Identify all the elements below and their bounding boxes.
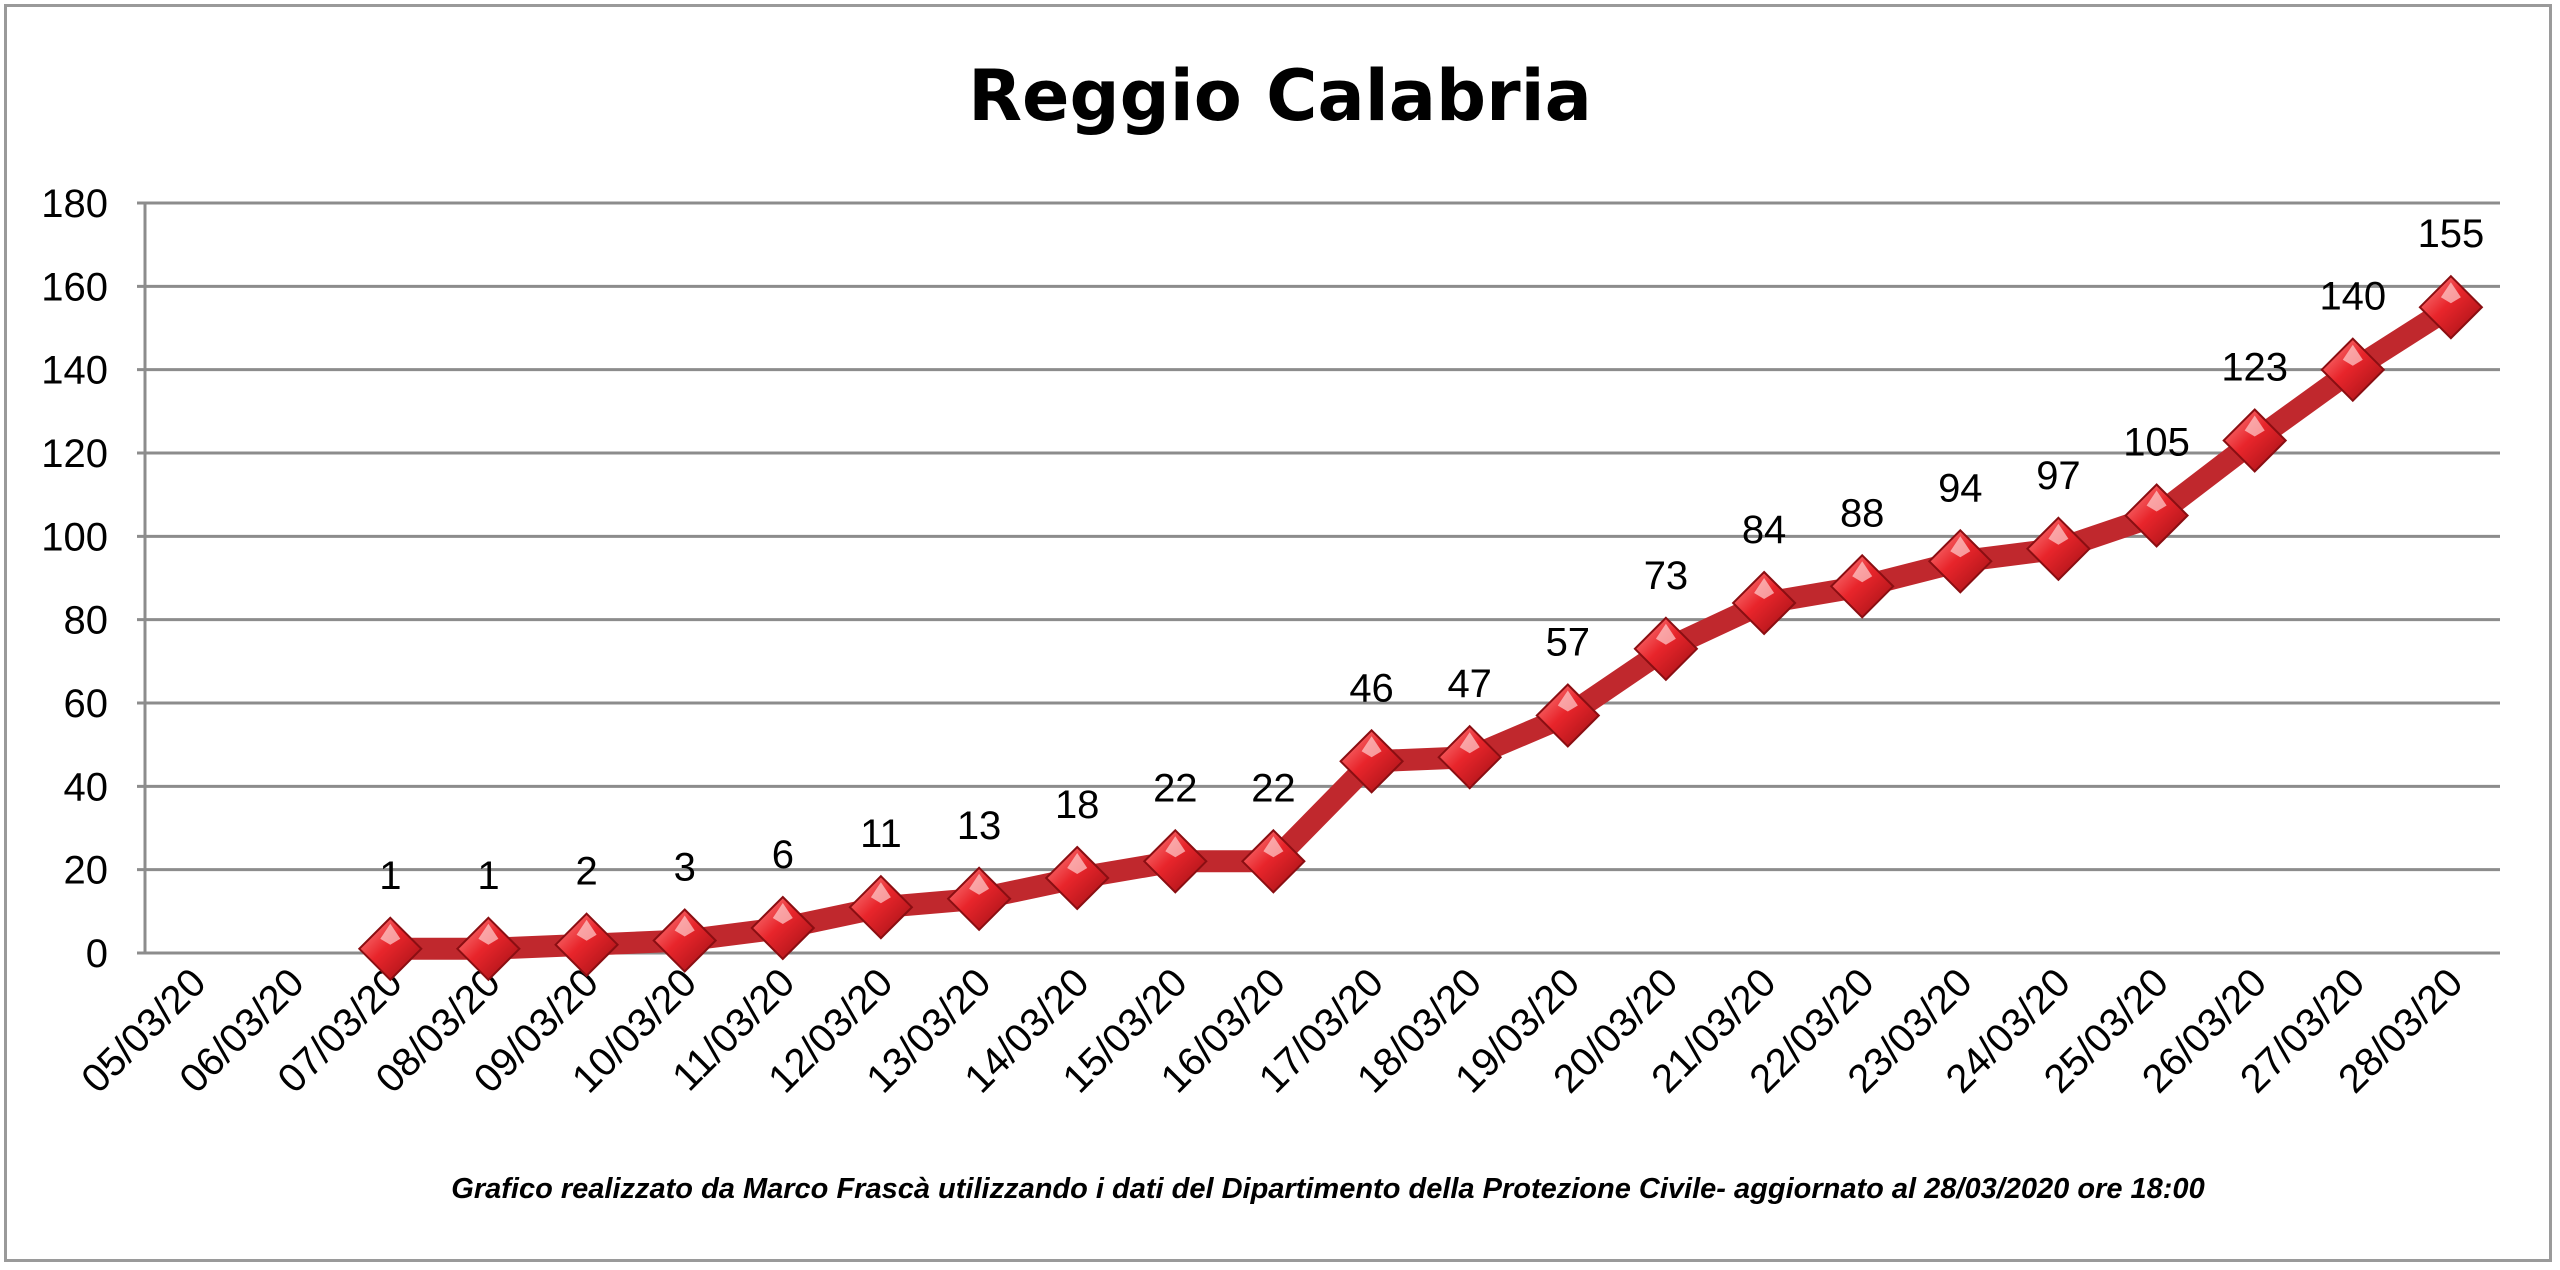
y-tick-label: 140: [41, 349, 108, 393]
data-label: 155: [2418, 212, 2485, 256]
data-label: 22: [1251, 766, 1296, 810]
data-label: 94: [1938, 466, 1983, 510]
data-point-marker: [1240, 828, 1306, 894]
y-tick-label: 160: [41, 265, 108, 309]
data-point-marker: [2025, 516, 2091, 582]
data-label: 97: [2036, 454, 2081, 498]
data-label: 1: [379, 854, 401, 898]
data-point-marker: [1927, 528, 1993, 594]
data-label: 57: [1546, 621, 1591, 665]
data-point-marker: [1339, 728, 1405, 794]
marker-highlight: [2048, 523, 2069, 545]
y-tick-label: 0: [86, 932, 108, 976]
series-line-layer: [379, 296, 2462, 960]
marker-highlight: [1557, 690, 1578, 712]
chart-title: Reggio Calabria: [968, 55, 1592, 137]
marker-highlight: [1361, 736, 1382, 758]
marker-highlight: [969, 873, 990, 895]
data-point-marker: [357, 916, 423, 982]
data-label: 140: [2319, 275, 2386, 319]
data-label: 1: [477, 854, 499, 898]
data-label: 88: [1840, 491, 1885, 535]
markers-layer: [357, 274, 2484, 982]
marker-highlight: [1067, 853, 1088, 874]
data-point-marker: [1142, 828, 1208, 894]
data-label: 2: [575, 850, 597, 894]
chart-frame: [4, 4, 2552, 1262]
data-point-marker: [1731, 570, 1797, 636]
marker-highlight: [2146, 490, 2167, 512]
marker-highlight: [870, 882, 891, 904]
data-label: 18: [1055, 783, 1100, 827]
data-point-marker: [946, 866, 1012, 932]
data-label: 13: [957, 804, 1002, 848]
data-point-marker: [554, 912, 620, 978]
data-point-marker: [1829, 553, 1895, 619]
marker-highlight: [1655, 623, 1676, 645]
marker-highlight: [380, 923, 401, 945]
data-point-marker: [652, 908, 718, 973]
marker-highlight: [576, 919, 597, 941]
data-point-marker: [2418, 274, 2484, 340]
data-point-marker: [455, 916, 521, 982]
data-label: 123: [2221, 346, 2288, 390]
data-point-marker: [2124, 483, 2190, 548]
data-label: 84: [1742, 508, 1787, 552]
data-point-marker: [1437, 724, 1503, 790]
data-point-marker: [2222, 408, 2288, 473]
data-point-marker: [2320, 337, 2386, 403]
x-axis-ticks: 05/03/2006/03/2007/03/2008/03/2009/03/20…: [73, 960, 2471, 1101]
y-tick-label: 80: [64, 599, 109, 643]
data-point-marker: [1044, 845, 1110, 911]
marker-highlight: [674, 915, 695, 937]
y-tick-label: 40: [64, 765, 109, 809]
data-label: 6: [772, 833, 794, 877]
marker-highlight: [2244, 415, 2265, 437]
y-axis-ticks: 0 20 40 60 80 100 120 140 160 180: [41, 182, 108, 976]
chart-footnote: Grafico realizzato da Marco Frascà utili…: [451, 1173, 2204, 1205]
data-point-marker: [848, 874, 914, 940]
data-point-marker: [1535, 683, 1601, 748]
series-line: [379, 296, 2462, 960]
data-label: 11: [860, 812, 902, 856]
y-tick-label: 180: [41, 182, 108, 226]
y-tick-label: 20: [64, 849, 109, 893]
data-label: 46: [1349, 666, 1394, 710]
data-label: 22: [1153, 766, 1198, 810]
data-label: 73: [1644, 554, 1689, 598]
marker-highlight: [772, 903, 793, 924]
marker-highlight: [1754, 578, 1775, 599]
data-label: 47: [1447, 662, 1492, 706]
data-point-marker: [750, 895, 816, 961]
marker-highlight: [1263, 836, 1284, 858]
data-label: 3: [674, 846, 696, 890]
marker-highlight: [2440, 282, 2461, 304]
y-tick-label: 100: [41, 515, 108, 559]
marker-highlight: [1950, 536, 1971, 558]
marker-highlight: [1852, 561, 1873, 583]
data-point-marker: [1633, 616, 1699, 682]
data-label: 105: [2123, 421, 2190, 465]
gridlines: [137, 201, 2500, 955]
marker-highlight: [478, 923, 499, 945]
marker-highlight: [1165, 836, 1186, 858]
marker-highlight: [1459, 732, 1480, 754]
y-tick-label: 60: [64, 682, 109, 726]
y-tick-label: 120: [41, 432, 108, 476]
marker-highlight: [2342, 344, 2363, 366]
